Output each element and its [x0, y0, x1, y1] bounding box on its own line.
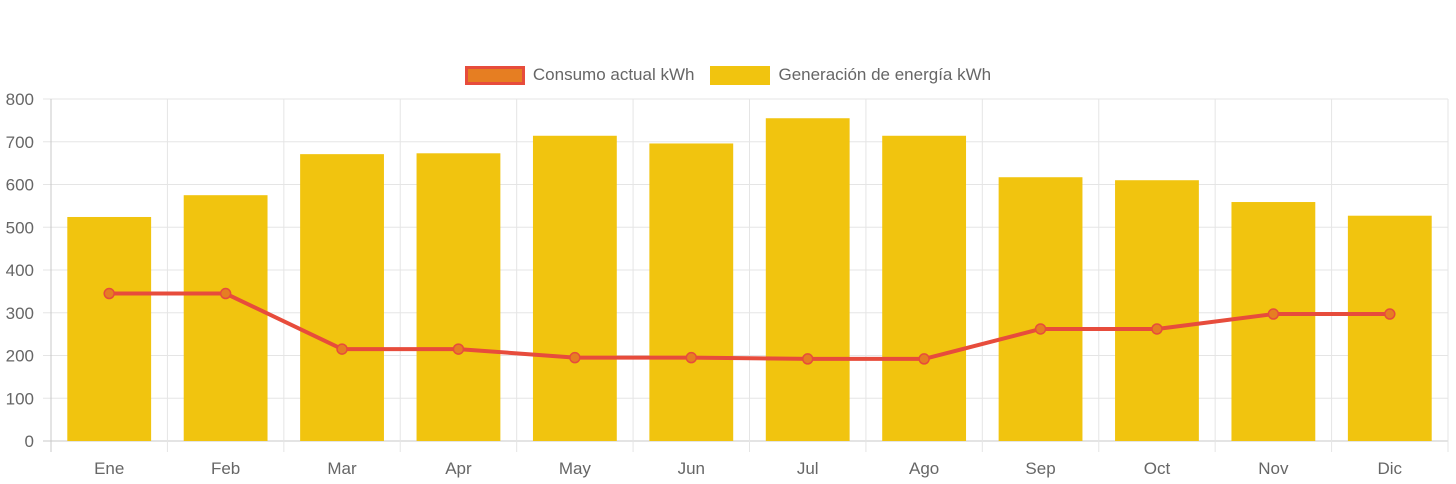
bar: [67, 216, 152, 441]
line-point: [569, 351, 581, 364]
line-point: [801, 353, 814, 365]
bar: [1115, 180, 1199, 441]
y-axis: 0 100 200 300 400 500 600 700 800: [6, 90, 34, 451]
x-tick-label: Jun: [678, 459, 705, 478]
x-tick-label: Oct: [1144, 459, 1171, 478]
bar: [1231, 202, 1316, 441]
line-point: [685, 351, 698, 364]
bar: [882, 135, 967, 441]
legend-item-generacion[interactable]: Generación de energía kWh: [710, 65, 991, 85]
y-tick-label: 400: [6, 261, 34, 280]
x-tick-label: Sep: [1025, 459, 1055, 478]
grid-lines: [43, 98, 1449, 452]
x-tick-label: Ene: [94, 459, 124, 478]
bar: [765, 118, 850, 442]
x-tick-label: Jul: [797, 459, 819, 478]
legend-swatch-consumo: [464, 65, 525, 85]
y-tick-label: 600: [6, 176, 34, 195]
line-series-consumo: [103, 287, 1396, 365]
y-tick-label: 700: [6, 133, 34, 152]
bar: [532, 135, 617, 441]
x-tick-label: Dic: [1378, 459, 1403, 478]
legend-item-consumo[interactable]: Consumo actual kWh: [464, 65, 695, 85]
legend-swatch-generacion: [710, 65, 771, 85]
y-tick-label: 800: [6, 90, 34, 109]
x-tick-label: May: [559, 459, 592, 478]
series-line: [109, 291, 1390, 361]
x-tick-label: Apr: [445, 459, 472, 478]
line-point: [103, 287, 115, 300]
y-tick-label: 300: [6, 304, 34, 323]
x-axis: Ene Feb Mar Apr May Jun Jul Ago Sep Oct Nov Dic: [94, 459, 1402, 478]
bar: [416, 153, 501, 442]
line-point: [1034, 323, 1047, 335]
line-point: [1384, 308, 1396, 320]
y-tick-label: 0: [25, 432, 34, 451]
bar-series-generacion: [67, 118, 1432, 442]
y-tick-label: 100: [6, 389, 34, 408]
y-tick-label: 500: [6, 218, 34, 237]
line-point: [452, 343, 465, 355]
x-tick-label: Nov: [1258, 459, 1289, 478]
line-point: [336, 343, 348, 355]
x-tick-label: Ago: [909, 459, 939, 478]
bar: [183, 195, 268, 441]
bar: [1347, 215, 1432, 441]
legend-label-consumo: Consumo actual kWh: [532, 65, 695, 84]
line-point: [1267, 308, 1280, 320]
line-point: [1151, 323, 1163, 335]
line-point: [918, 353, 930, 365]
y-tick-label: 200: [6, 347, 34, 366]
bar: [300, 154, 384, 441]
line-point: [219, 287, 232, 300]
bar: [649, 143, 734, 441]
bar: [998, 177, 1083, 442]
chart-legend: Consumo actual kWh Generación de energía…: [0, 62, 1456, 88]
x-tick-label: Feb: [211, 459, 240, 478]
legend-label-generacion: Generación de energía kWh: [778, 65, 992, 84]
x-tick-label: Mar: [327, 459, 357, 478]
